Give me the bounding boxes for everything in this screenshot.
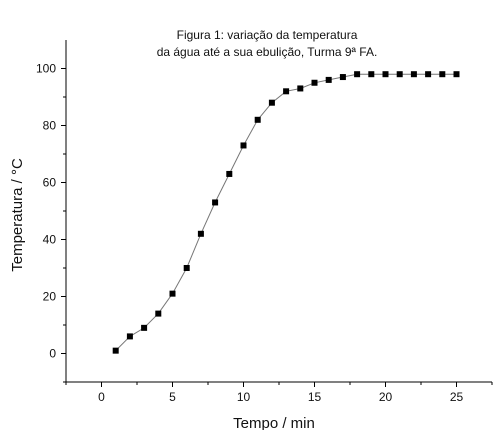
data-point xyxy=(197,230,204,237)
data-point xyxy=(425,71,432,78)
data-point xyxy=(439,71,446,78)
series-line xyxy=(115,73,457,351)
x-tick-label: 5 xyxy=(169,390,176,404)
data-point xyxy=(212,199,219,206)
data-point xyxy=(126,333,133,340)
x-tick-label: 20 xyxy=(379,390,393,404)
data-point xyxy=(254,116,261,123)
data-point xyxy=(354,71,361,78)
chart-title-line-2: da água até a sua ebulição, Turma 9ª FA. xyxy=(156,45,378,59)
data-point xyxy=(339,74,346,81)
x-tick-label: 0 xyxy=(98,390,105,404)
data-point xyxy=(183,265,190,271)
data-point xyxy=(240,142,247,149)
y-tick-label: 40 xyxy=(43,233,57,247)
x-tick-label: 10 xyxy=(237,390,251,404)
y-axis-label: Temperatura / °C xyxy=(9,158,26,272)
data-series xyxy=(112,71,460,354)
data-point xyxy=(155,310,162,317)
chart-title-line-1: Figura 1: variação da temperatura xyxy=(176,28,358,42)
data-point xyxy=(226,170,233,177)
data-point xyxy=(283,88,290,95)
data-point xyxy=(169,290,176,297)
data-point xyxy=(382,71,389,78)
y-tick-label: 60 xyxy=(43,176,57,190)
data-point xyxy=(368,71,375,78)
data-point xyxy=(112,347,119,354)
data-point xyxy=(453,71,460,78)
data-point xyxy=(396,71,403,78)
x-tick-label: 25 xyxy=(450,390,464,404)
data-point xyxy=(297,85,304,92)
y-tick-label: 80 xyxy=(43,119,57,133)
x-tick-label: 15 xyxy=(308,390,322,404)
x-axis-label: Tempo / min xyxy=(233,415,315,430)
y-tick-label: 0 xyxy=(49,347,56,361)
data-point xyxy=(268,99,275,106)
data-point xyxy=(410,71,417,78)
data-point xyxy=(311,79,318,86)
y-tick-label: 20 xyxy=(43,290,57,304)
data-point xyxy=(141,324,148,331)
y-tick-label: 100 xyxy=(36,62,56,76)
axes: 0 20 40 60 80 100 0 5 10 15 20 25 xyxy=(36,40,493,404)
data-point xyxy=(325,76,332,83)
